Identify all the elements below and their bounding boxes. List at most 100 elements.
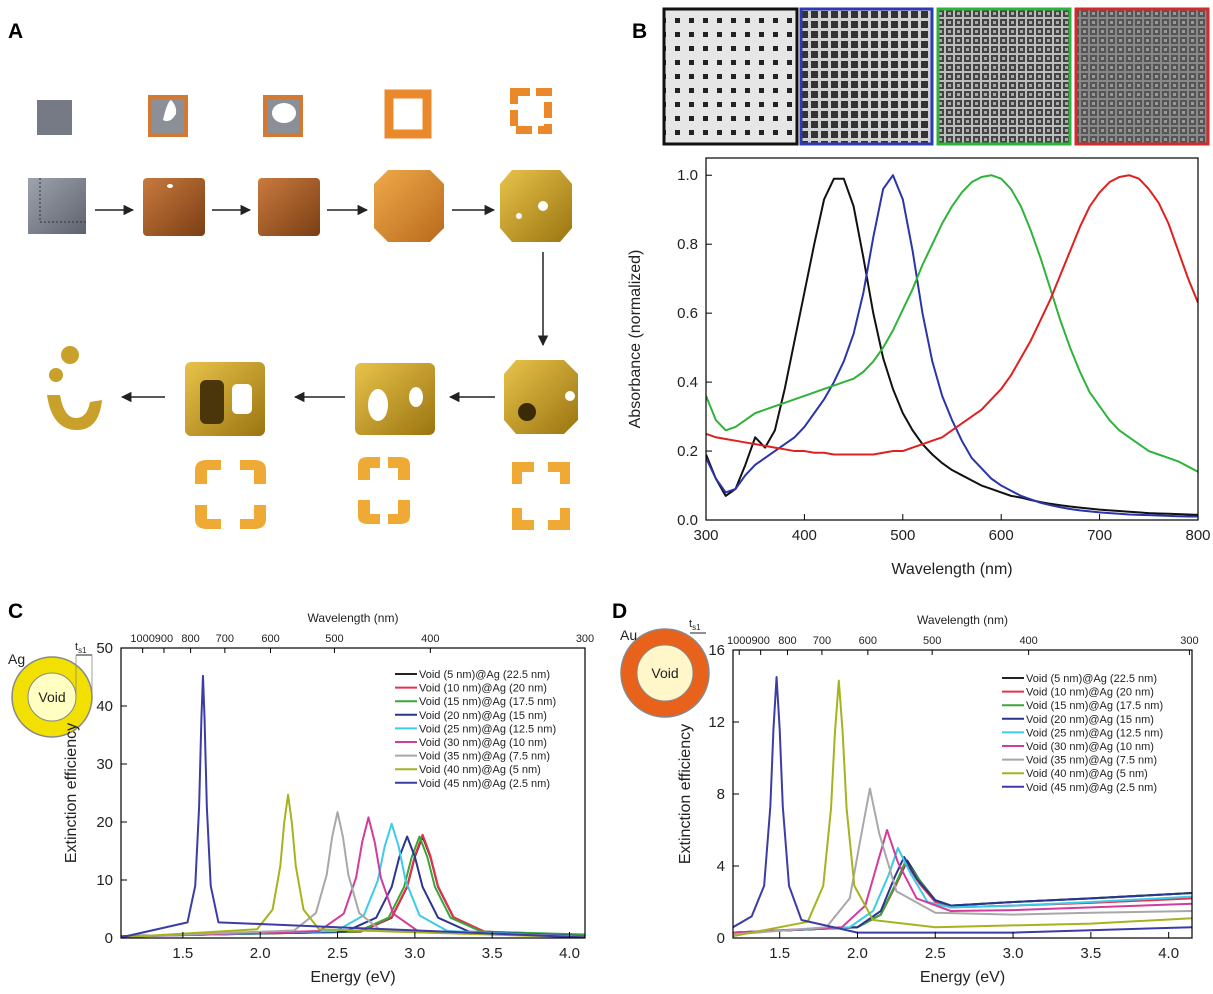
- x2-tick-label: 800: [181, 633, 199, 645]
- y-axis-label: Absorbance (normalized): [627, 250, 644, 429]
- core-label: Void: [38, 689, 65, 705]
- thickness-label: ts1: [75, 641, 87, 655]
- y-tick-label: 0.8: [677, 236, 698, 253]
- x2-tick-label: 300: [1180, 635, 1198, 647]
- y-tick-label: 50: [96, 640, 113, 657]
- cross-section: [510, 88, 552, 134]
- x2-tick-label: 700: [813, 635, 831, 647]
- thickness-subscript: s1: [78, 646, 87, 655]
- legend-label: Void (5 nm)@Ag (22.5 nm): [1026, 673, 1157, 685]
- pore: [518, 403, 536, 421]
- x2-tick-label: 900: [155, 633, 173, 645]
- series-line: [706, 174, 1198, 473]
- x2-tick-label: 1000: [130, 633, 154, 645]
- pore: [538, 201, 548, 211]
- cube: [355, 363, 435, 435]
- series-line: [121, 816, 585, 938]
- x-axis-label: Energy (eV): [920, 969, 1005, 986]
- cube: [28, 178, 86, 234]
- micrographs: [662, 7, 1210, 146]
- cube: [374, 170, 444, 242]
- legend-label: Void (10 nm)@Ag (20 nm): [419, 683, 547, 695]
- x-tick-label: 3.0: [1003, 945, 1024, 962]
- thickness-symbol: t: [689, 618, 692, 630]
- schematic: A: [8, 20, 578, 530]
- series-line: [121, 793, 585, 938]
- x2-tick-label: 700: [216, 633, 234, 645]
- x2-tick-label: 800: [778, 635, 796, 647]
- cross-section: [195, 457, 570, 530]
- y-tick-label: 12: [708, 714, 725, 731]
- y-tick-label: 0: [105, 930, 113, 947]
- legend-label: Void (20 nm)@Ag (15 nm): [1026, 714, 1154, 726]
- y-axis-label: Extinction efficiency: [63, 723, 80, 863]
- y-tick-label: 16: [708, 642, 725, 659]
- legend-label: Void (15 nm)@Ag (17.5 nm): [419, 696, 556, 708]
- panel-label: B: [632, 20, 647, 43]
- thickness-label: ts1: [689, 618, 701, 632]
- x-axis-label: Wavelength (nm): [891, 561, 1012, 578]
- inset-ag: Void Ag ts1: [8, 641, 93, 738]
- series-line: [706, 177, 1198, 516]
- x-tick-label: 3.5: [482, 945, 503, 962]
- series-line: [706, 174, 1198, 456]
- legend-label: Void (40 nm)@Ag (5 nm): [419, 764, 541, 776]
- pore: [565, 391, 575, 401]
- legend-label: Void (45 nm)@Ag (2.5 nm): [419, 778, 550, 790]
- x-tick-label: 600: [989, 527, 1014, 544]
- legend-label: Void (30 nm)@Ag (10 nm): [1026, 741, 1154, 753]
- shell-label: Ag: [8, 651, 25, 667]
- fragment: [47, 395, 102, 430]
- x-tick-label: 500: [890, 527, 915, 544]
- pore: [232, 384, 252, 414]
- y-tick-label: 20: [96, 814, 113, 831]
- x-tick-label: 1.5: [172, 945, 193, 962]
- x-tick-label: 2.0: [847, 945, 868, 962]
- x2-tick-label: 300: [576, 633, 594, 645]
- void: [272, 103, 296, 123]
- x-tick-label: 3.5: [1080, 945, 1101, 962]
- cross-section: [384, 89, 432, 139]
- legend-label: Void (35 nm)@Ag (7.5 nm): [1026, 755, 1157, 767]
- core-label: Void: [651, 665, 678, 681]
- x-tick-label: 3.0: [404, 945, 425, 962]
- legend-label: Void (25 nm)@Ag (12.5 nm): [419, 723, 556, 735]
- y-tick-label: 0.4: [677, 374, 698, 391]
- series-line: [121, 674, 585, 938]
- thickness-symbol: t: [75, 641, 78, 653]
- y-tick-label: 10: [96, 872, 113, 889]
- y-tick-label: 0: [717, 930, 725, 947]
- y-tick-label: 1.0: [677, 167, 698, 184]
- micrograph: [1074, 7, 1210, 146]
- fragment: [61, 346, 79, 364]
- x2-tick-label: 400: [1019, 635, 1037, 647]
- panel-label: C: [8, 600, 23, 623]
- x-tick-label: 400: [792, 527, 817, 544]
- legend-label: Void (20 nm)@Ag (15 nm): [419, 710, 547, 722]
- micrograph: [662, 7, 799, 146]
- x2-tick-label: 500: [325, 633, 343, 645]
- shell-label: Au: [620, 627, 637, 643]
- series-line: [121, 822, 585, 938]
- x2-axis-label: Wavelength (nm): [308, 611, 399, 625]
- pore: [409, 387, 423, 407]
- x2-tick-label: 500: [923, 635, 941, 647]
- micrograph: [936, 7, 1072, 146]
- micrograph: [799, 7, 934, 146]
- x-tick-label: 4.0: [559, 945, 580, 962]
- x-tick-label: 300: [693, 527, 718, 544]
- panel-label: D: [612, 600, 627, 623]
- x2-tick-label: 600: [261, 633, 279, 645]
- x-tick-label: 1.5: [769, 945, 790, 962]
- cube: [143, 178, 205, 236]
- core: [636, 644, 694, 702]
- pit: [167, 184, 173, 188]
- x2-tick-label: 900: [751, 635, 769, 647]
- x-tick-label: 2.5: [327, 945, 348, 962]
- cube: [500, 170, 572, 242]
- y-axis-label: Extinction efficiency: [677, 724, 694, 864]
- cross-section: [148, 95, 188, 137]
- y-tick-label: 8: [717, 786, 725, 803]
- legend-label: Void (40 nm)@Ag (5 nm): [1026, 768, 1148, 780]
